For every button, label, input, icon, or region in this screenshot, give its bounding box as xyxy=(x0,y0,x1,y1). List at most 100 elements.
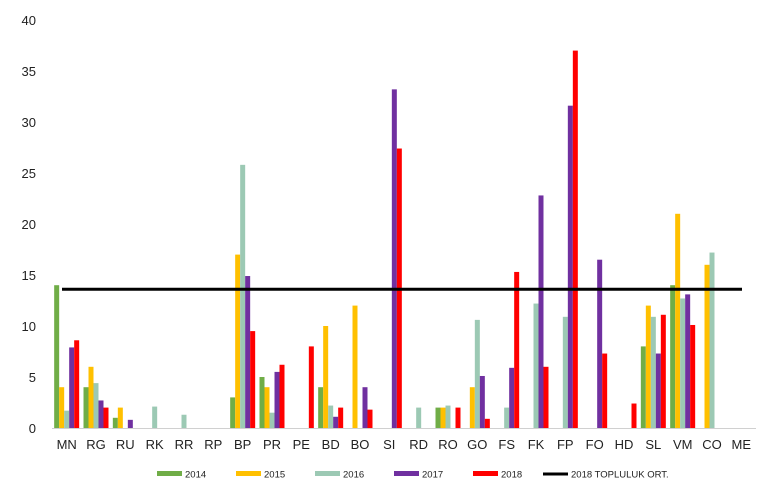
bar-2014-pr xyxy=(259,377,265,428)
bar-2017-bo xyxy=(362,387,368,428)
x-tick-label-ru: RU xyxy=(116,437,135,452)
legend-label-2017: 2017 xyxy=(422,470,443,481)
legend-label-2015: 2015 xyxy=(264,470,285,481)
x-tick-label-bo: BO xyxy=(351,437,370,452)
bar-2018-bo xyxy=(367,409,373,428)
bar-2014-vm xyxy=(670,285,676,428)
bar-2016-ro xyxy=(445,405,451,428)
bar-2017-go xyxy=(479,375,485,428)
bar-2016-sl xyxy=(650,316,656,428)
x-tick-label-fp: FP xyxy=(557,437,574,452)
bar-2016-fk xyxy=(533,303,539,428)
bar-2014-mn xyxy=(54,285,60,428)
legend-label-reference-line: 2018 TOPLULUK ORT. xyxy=(571,470,669,481)
bar-2014-bd xyxy=(318,387,324,428)
bar-2017-pr xyxy=(274,371,280,428)
bar-2018-ro xyxy=(455,407,461,428)
bar-2017-vm xyxy=(685,294,691,428)
y-tick-label: 20 xyxy=(22,217,36,232)
x-tick-label-mn: MN xyxy=(57,437,77,452)
x-tick-label-vm: VM xyxy=(673,437,693,452)
x-axis-tick-labels: MN RG RU RK RR RP BP PR PE BD BO SI RD RO GO FS FK FP FO HD… xyxy=(57,437,752,452)
bar-2015-pr xyxy=(264,387,270,428)
bar-2015-mn xyxy=(59,387,65,428)
bar-2018-sl xyxy=(660,314,666,428)
x-tick-label-pr: PR xyxy=(263,437,281,452)
bar-2018-pe xyxy=(308,346,314,428)
bar-2017-sl xyxy=(655,353,661,428)
x-tick-label-bd: BD xyxy=(322,437,340,452)
x-tick-label-me: ME xyxy=(732,437,752,452)
legend-swatch-2014 xyxy=(157,471,182,476)
bar-2017-ru xyxy=(127,419,133,428)
bar-2016-bd xyxy=(328,405,334,428)
bar-2015-co xyxy=(704,264,710,428)
legend-swatch-2016 xyxy=(315,471,340,476)
bar-2018-bd xyxy=(338,407,344,428)
bar-2018-fk xyxy=(543,366,549,428)
x-tick-label-rp: RP xyxy=(204,437,222,452)
bar-2016-bp xyxy=(240,164,246,428)
bar-2016-fp xyxy=(562,316,568,428)
bar-marks xyxy=(54,50,715,429)
x-tick-label-rd: RD xyxy=(409,437,428,452)
bar-2016-rk xyxy=(152,406,158,428)
legend-label-2018: 2018 xyxy=(501,470,522,481)
bar-2015-bd xyxy=(323,326,329,428)
bar-2017-si xyxy=(391,89,397,429)
bar-2016-go xyxy=(474,319,480,428)
bar-2016-co xyxy=(709,252,715,428)
bar-2017-fk xyxy=(538,195,544,428)
x-tick-label-ro: RO xyxy=(438,437,458,452)
bar-2014-ro xyxy=(435,407,441,428)
legend-swatch-2018 xyxy=(473,471,498,476)
legend-swatch-2017 xyxy=(394,471,419,476)
legend-label-2016: 2016 xyxy=(343,470,364,481)
legend-swatch-2015 xyxy=(236,471,261,476)
bar-2016-rg xyxy=(93,383,99,428)
bar-2018-rg xyxy=(103,407,109,428)
bar-2015-go xyxy=(469,387,475,428)
x-tick-label-fk: FK xyxy=(528,437,545,452)
y-tick-label: 15 xyxy=(22,268,36,283)
bar-2014-ru xyxy=(112,417,118,428)
bar-2016-mn xyxy=(64,410,70,428)
bar-2018-fp xyxy=(572,50,578,428)
bar-2014-rg xyxy=(83,387,89,428)
y-tick-label: 5 xyxy=(29,370,36,385)
bar-2017-rg xyxy=(98,400,104,428)
x-tick-label-co: CO xyxy=(702,437,722,452)
bar-2017-fs xyxy=(509,367,515,428)
bar-2017-fo xyxy=(597,259,603,428)
x-tick-label-hd: HD xyxy=(615,437,634,452)
x-tick-label-fo: FO xyxy=(586,437,604,452)
x-tick-label-rr: RR xyxy=(175,437,194,452)
bar-2016-vm xyxy=(680,298,686,428)
bar-2015-sl xyxy=(645,305,651,428)
bar-2015-vm xyxy=(675,213,681,428)
y-tick-label: 35 xyxy=(22,64,36,79)
y-tick-label: 30 xyxy=(22,115,36,130)
bar-2018-fo xyxy=(602,353,608,428)
bar-2017-fp xyxy=(567,105,573,429)
y-tick-label: 10 xyxy=(22,319,36,334)
bar-2016-rd xyxy=(416,407,422,428)
bar-2015-bp xyxy=(235,254,241,428)
x-tick-label-bp: BP xyxy=(234,437,251,452)
x-tick-label-si: SI xyxy=(383,437,395,452)
bar-2016-rr xyxy=(181,414,187,428)
x-tick-label-go: GO xyxy=(467,437,487,452)
y-tick-label: 25 xyxy=(22,166,36,181)
bar-2015-bo xyxy=(352,305,358,428)
y-axis-tick-labels: 0 5 10 15 20 25 30 35 40 xyxy=(22,13,36,436)
legend-label-2014: 2014 xyxy=(185,470,206,481)
y-tick-label: 0 xyxy=(29,421,36,436)
bar-2017-bp xyxy=(245,276,251,428)
bar-2015-ru xyxy=(117,407,123,428)
x-tick-label-sl: SL xyxy=(645,437,661,452)
x-tick-label-rk: RK xyxy=(146,437,164,452)
bar-2017-bd xyxy=(333,416,339,428)
x-tick-label-rg: RG xyxy=(86,437,106,452)
bar-2015-rg xyxy=(88,366,94,428)
legend: 2014 2015 2016 2017 2018 2018 TOPLULUK ORT. xyxy=(157,470,669,481)
